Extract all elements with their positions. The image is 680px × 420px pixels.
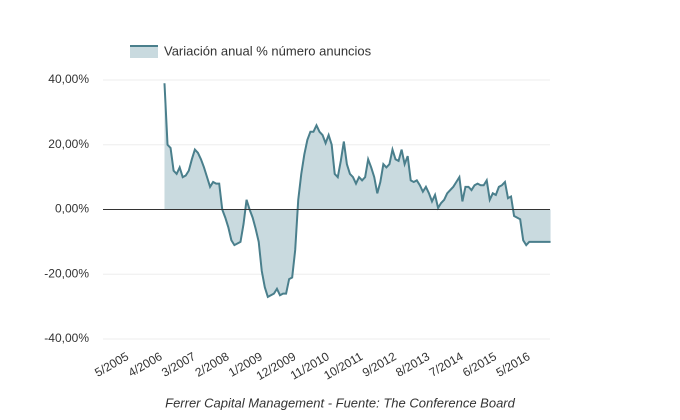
x-tick-label: 5/2005 <box>92 349 131 380</box>
caption: Ferrer Capital Management - Fuente: The … <box>165 395 516 410</box>
legend-label: Variación anual % número anuncios <box>164 43 372 58</box>
y-tick-label: 40,00% <box>48 72 89 86</box>
x-tick-label: 10/2011 <box>321 349 365 383</box>
x-tick-label: 9/2012 <box>360 349 399 380</box>
x-tick-label: 2/2008 <box>193 349 232 380</box>
x-tick-label: 3/2007 <box>159 349 198 380</box>
y-tick-label: -40,00% <box>44 331 89 345</box>
y-tick-label: 20,00% <box>48 137 89 151</box>
area <box>164 83 551 297</box>
x-tick-label: 4/2006 <box>126 349 165 380</box>
legend-swatch <box>130 46 158 58</box>
x-tick-label: 8/2013 <box>393 349 432 380</box>
x-tick-label: 6/2015 <box>460 349 499 380</box>
y-tick-label: 0,00% <box>55 202 89 216</box>
line <box>163 83 551 299</box>
x-tick-label: 7/2014 <box>427 349 466 380</box>
x-tick-label: 5/2016 <box>494 349 533 380</box>
y-tick-label: -20,00% <box>44 266 89 280</box>
